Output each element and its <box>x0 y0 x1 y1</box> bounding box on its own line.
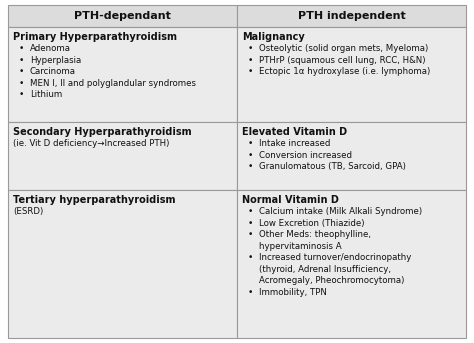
Text: Granulomatous (TB, Sarcoid, GPA): Granulomatous (TB, Sarcoid, GPA) <box>259 162 406 171</box>
Text: •: • <box>18 67 24 76</box>
Text: (ie. Vit D deficiency→Increased PTH): (ie. Vit D deficiency→Increased PTH) <box>13 139 169 148</box>
Bar <box>237 5 466 27</box>
Text: PTH-dependant: PTH-dependant <box>74 11 171 21</box>
Text: Carcinoma: Carcinoma <box>30 67 76 76</box>
Text: Calcium intake (Milk Alkali Syndrome): Calcium intake (Milk Alkali Syndrome) <box>259 207 422 216</box>
Text: Osteolytic (solid organ mets, Myeloma): Osteolytic (solid organ mets, Myeloma) <box>259 44 428 53</box>
Text: Increased turnover/endocrinopathy: Increased turnover/endocrinopathy <box>259 253 411 262</box>
Text: •: • <box>18 44 24 53</box>
Text: •: • <box>247 67 253 76</box>
Text: Malignancy: Malignancy <box>242 32 305 42</box>
Text: Low Excretion (Thiazide): Low Excretion (Thiazide) <box>259 218 365 227</box>
Text: Secondary Hyperparathyroidism: Secondary Hyperparathyroidism <box>13 127 191 137</box>
Text: •: • <box>247 207 253 216</box>
Text: Other Meds: theophylline,: Other Meds: theophylline, <box>259 230 371 239</box>
Text: •: • <box>247 253 253 262</box>
Text: Ectopic 1α hydroxylase (i.e. lymphoma): Ectopic 1α hydroxylase (i.e. lymphoma) <box>259 67 430 76</box>
Bar <box>8 5 237 27</box>
Text: •: • <box>247 230 253 239</box>
Text: •: • <box>247 44 253 53</box>
Text: Normal Vitamin D: Normal Vitamin D <box>242 195 339 205</box>
Bar <box>237 190 466 338</box>
Text: Hyperplasia: Hyperplasia <box>30 56 81 64</box>
Text: Elevated Vitamin D: Elevated Vitamin D <box>242 127 347 137</box>
Bar <box>8 27 237 122</box>
Bar <box>8 190 237 338</box>
Text: PTH independent: PTH independent <box>298 11 405 21</box>
Text: •: • <box>247 56 253 64</box>
Text: Adenoma: Adenoma <box>30 44 71 53</box>
Text: •: • <box>18 79 24 87</box>
Text: Immobility, TPN: Immobility, TPN <box>259 287 327 297</box>
Text: •: • <box>247 139 253 148</box>
Text: •: • <box>247 151 253 159</box>
Text: (thyroid, Adrenal Insufficiency,: (thyroid, Adrenal Insufficiency, <box>259 264 391 274</box>
Text: PTHrP (squamous cell lung, RCC, H&N): PTHrP (squamous cell lung, RCC, H&N) <box>259 56 426 64</box>
Text: •: • <box>247 218 253 227</box>
Bar <box>8 122 237 190</box>
Text: Tertiary hyperparathyroidism: Tertiary hyperparathyroidism <box>13 195 175 205</box>
Text: Conversion increased: Conversion increased <box>259 151 352 159</box>
Bar <box>237 122 466 190</box>
Text: Acromegaly, Pheochromocytoma): Acromegaly, Pheochromocytoma) <box>259 276 404 285</box>
Text: Intake increased: Intake increased <box>259 139 330 148</box>
Text: (ESRD): (ESRD) <box>13 207 43 216</box>
Text: •: • <box>18 90 24 99</box>
Text: •: • <box>247 162 253 171</box>
Text: •: • <box>247 287 253 297</box>
Text: hypervitaminosis A: hypervitaminosis A <box>259 241 342 251</box>
Text: •: • <box>18 56 24 64</box>
Text: Primary Hyperparathyroidism: Primary Hyperparathyroidism <box>13 32 177 42</box>
Text: MEN I, II and polyglandular syndromes: MEN I, II and polyglandular syndromes <box>30 79 196 87</box>
Text: Lithium: Lithium <box>30 90 62 99</box>
Bar <box>237 27 466 122</box>
